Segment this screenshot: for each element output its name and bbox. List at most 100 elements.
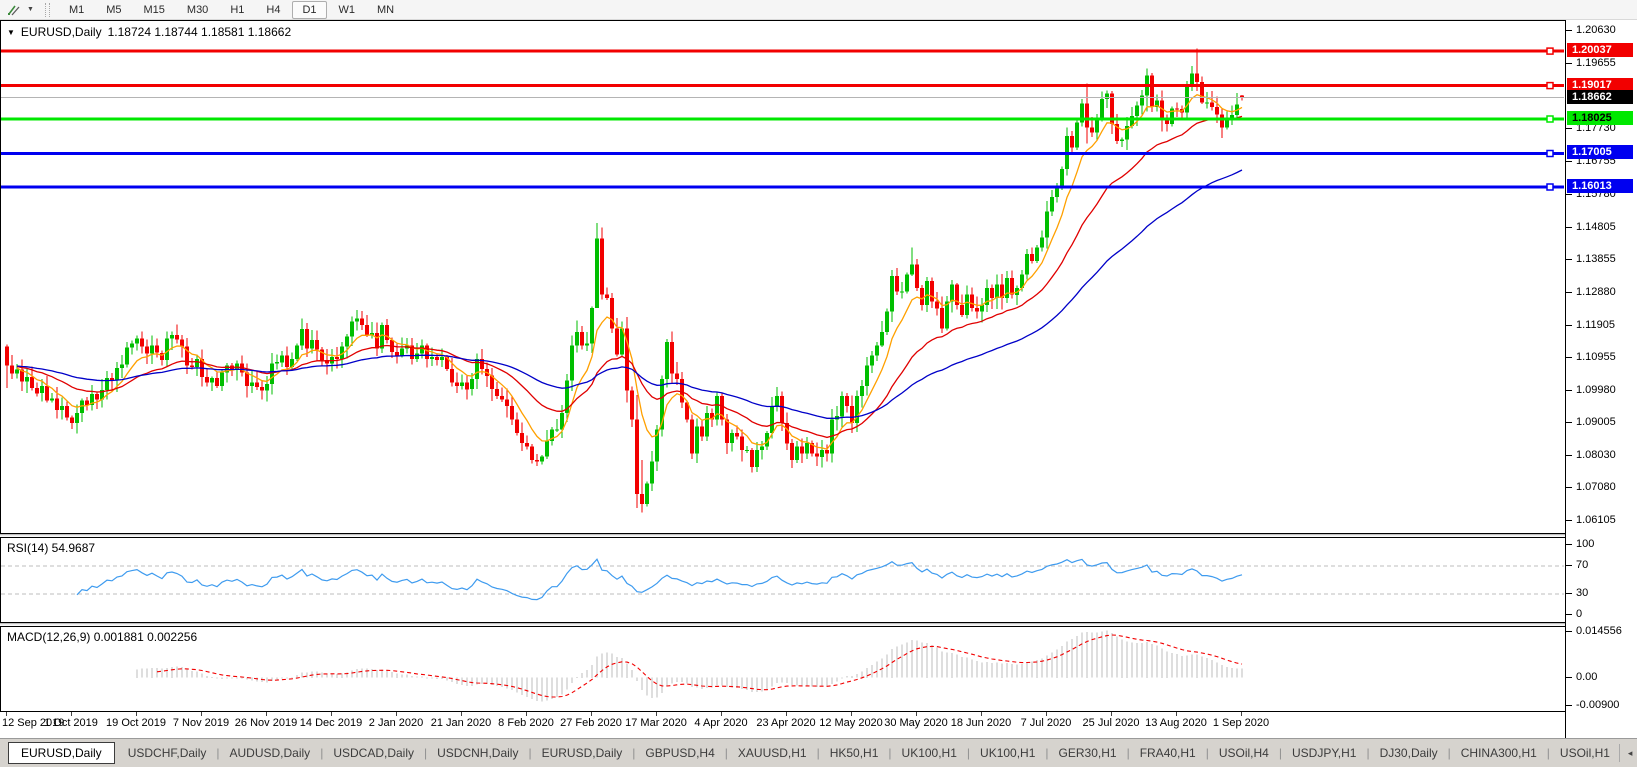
chart-title-ohlc: 1.18724 1.18744 1.18581 1.18662 [107, 25, 292, 39]
macd-axis-tick: 0.014556 [1566, 625, 1622, 637]
time-axis-label: 8 Feb 2020 [498, 717, 554, 729]
chart-tab-uk100-h1[interactable]: UK100,H1 [980, 746, 1036, 760]
macd-plot[interactable] [1, 627, 1564, 711]
tab-separator: | [1126, 746, 1130, 760]
time-axis-tick [656, 712, 657, 716]
pane-separator[interactable] [0, 534, 1565, 537]
chart-tab-eurusd-daily[interactable]: EURUSD,Daily [541, 746, 623, 760]
pane-separator[interactable] [0, 623, 1565, 626]
time-axis-tick [786, 712, 787, 716]
rsi-plot[interactable] [1, 538, 1564, 622]
time-axis-label: 19 Oct 2019 [106, 717, 166, 729]
timeframe-button-h4[interactable]: H4 [266, 3, 281, 16]
time-axis-tick [461, 712, 462, 716]
price-axis-tick: 1.20630 [1566, 24, 1616, 36]
timeframe-button-h1[interactable]: H1 [230, 3, 245, 16]
rsi-axis-tick: 30 [1565, 587, 1589, 599]
tab-separator: | [632, 746, 636, 760]
tab-separator: | [816, 746, 820, 760]
time-axis-tick [981, 712, 982, 716]
toolbar-grip[interactable] [44, 2, 50, 17]
timeframe-button-d1[interactable]: D1 [292, 0, 327, 19]
macd-pane[interactable]: MACD(12,26,9) 0.001881 0.002256 [0, 626, 1565, 712]
chart-tab-usdchf-daily[interactable]: USDCHF,Daily [127, 746, 207, 760]
timeframe-button-m30[interactable]: M30 [186, 3, 209, 16]
chart-tab-eurusd-daily[interactable]: EURUSD,Daily [8, 742, 115, 764]
chart-tab-uk100-h1[interactable]: UK100,H1 [901, 746, 957, 760]
tab-separator: | [1205, 746, 1209, 760]
chart-tab-ger30-h1[interactable]: GER30,H1 [1058, 746, 1117, 760]
price-axis-tick: 1.11905 [1566, 319, 1615, 331]
main-chart-plot[interactable] [1, 21, 1564, 533]
rsi-axis-tick: 100 [1565, 538, 1595, 550]
tab-separator: | [1045, 746, 1049, 760]
price-axis-tick: 1.09980 [1566, 384, 1616, 396]
timeframe-button-m5[interactable]: M5 [106, 3, 122, 16]
chart-tab-dj30-daily[interactable]: DJ30,Daily [1379, 746, 1438, 760]
timeframe-button-mn[interactable]: MN [377, 3, 395, 16]
time-axis-tick [591, 712, 592, 716]
chart-tabs-bar: EURUSD,Daily USDCHF,Daily | AUDUSD,Daily | US… [0, 738, 1637, 767]
time-axis-tick [6, 712, 7, 716]
price-axis-tick: 1.19655 [1566, 57, 1616, 69]
chart-tab-gbpusd-h4[interactable]: GBPUSD,H4 [645, 746, 715, 760]
time-axis-tick [136, 712, 137, 716]
time-axis-tick [916, 712, 917, 716]
chart-tab-audusd-daily[interactable]: AUDUSD,Daily [229, 746, 311, 760]
price-level-label: 1.19017 [1567, 78, 1633, 92]
chart-tab-usoil-h4[interactable]: USOil,H4 [1218, 746, 1269, 760]
timeframe-button-m1[interactable]: M1 [68, 3, 85, 16]
chart-title-caret-icon[interactable]: ▼ [7, 27, 15, 37]
time-axis-tick [396, 712, 397, 716]
time-axis-label: 2 Jan 2020 [368, 717, 424, 729]
main-chart-pane[interactable]: ▼ EURUSD,Daily 1.18724 1.18744 1.18581 1… [0, 20, 1565, 534]
chart-tab-china300-h1[interactable]: CHINA300,H1 [1460, 746, 1537, 760]
line-studies-icon[interactable] [4, 2, 25, 18]
rsi-label: RSI(14) 54.9687 [7, 541, 96, 555]
chart-tab-usdjpy-h1[interactable]: USDJPY,H1 [1291, 746, 1357, 760]
chart-tab-hk50-h1[interactable]: HK50,H1 [829, 746, 879, 760]
time-axis-tick [266, 712, 267, 716]
macd-label: MACD(12,26,9) 0.001881 0.002256 [7, 630, 198, 644]
chart-title-symbol: EURUSD,Daily [20, 25, 102, 39]
time-axis-label: 12 May 2020 [819, 717, 883, 729]
chart-tab-fra40-h1[interactable]: FRA40,H1 [1139, 746, 1196, 760]
time-axis-label: 21 Jan 2020 [430, 717, 492, 729]
price-axis-tick: 1.06105 [1566, 514, 1616, 526]
chart-tab-usdcnh-daily[interactable]: USDCNH,Daily [437, 746, 519, 760]
tab-separator: | [1546, 746, 1550, 760]
tab-separator: | [216, 746, 220, 760]
time-axis-label: 7 Jul 2020 [1020, 717, 1072, 729]
chart-window: ▼ EURUSD,Daily 1.18724 1.18744 1.18581 1… [0, 20, 1637, 738]
time-axis-label: 26 Nov 2019 [234, 717, 298, 729]
chart-tab-usdcad-daily[interactable]: USDCAD,Daily [333, 746, 414, 760]
tab-separator: | [320, 746, 324, 760]
tab-separator: | [724, 746, 728, 760]
time-axis-tick [71, 712, 72, 716]
tabs-scroll-left-icon[interactable]: ◂ [1627, 747, 1633, 758]
time-axis-label: 23 Apr 2020 [756, 717, 816, 729]
time-axis-label: 25 Jul 2020 [1082, 717, 1140, 729]
time-axis-tick [331, 712, 332, 716]
price-level-label: 1.18025 [1567, 111, 1633, 125]
toolbar-dropdown-caret[interactable]: ▼ [27, 6, 34, 13]
price-axis-tick: 1.09005 [1566, 416, 1616, 428]
timeframe-button-w1[interactable]: W1 [338, 3, 356, 16]
price-axis[interactable]: 1.20630 1.19655 1.17730 1.16755 1.15780 1.148… [1565, 20, 1637, 738]
timeframe-button-m15[interactable]: M15 [143, 3, 165, 16]
chart-title: ▼ EURUSD,Daily 1.18724 1.18744 1.18581 1… [7, 25, 291, 39]
price-axis-tick: 1.17730 [1566, 122, 1616, 134]
time-axis-tick [851, 712, 852, 716]
price-level-label: 1.16013 [1567, 179, 1633, 193]
macd-axis-tick: -0.00900 [1565, 699, 1620, 711]
time-axis[interactable]: 12 Sep 2019 1 Oct 2019 19 Oct 2019 7 Nov 20… [0, 712, 1565, 738]
chart-tab-xauusd-h1[interactable]: XAUUSD,H1 [737, 746, 807, 760]
rsi-pane[interactable]: RSI(14) 54.9687 [0, 537, 1565, 623]
time-axis-label: 14 Dec 2019 [299, 717, 363, 729]
chart-tab-usoil-h1[interactable]: USOil,H1 [1559, 746, 1610, 760]
time-axis-label: 4 Apr 2020 [694, 717, 748, 729]
tab-separator: | [1447, 746, 1451, 760]
price-level-label: 1.20037 [1567, 43, 1633, 57]
price-level-label: 1.17005 [1567, 145, 1633, 159]
time-axis-label: 12 Sep 2019 [2, 717, 65, 729]
